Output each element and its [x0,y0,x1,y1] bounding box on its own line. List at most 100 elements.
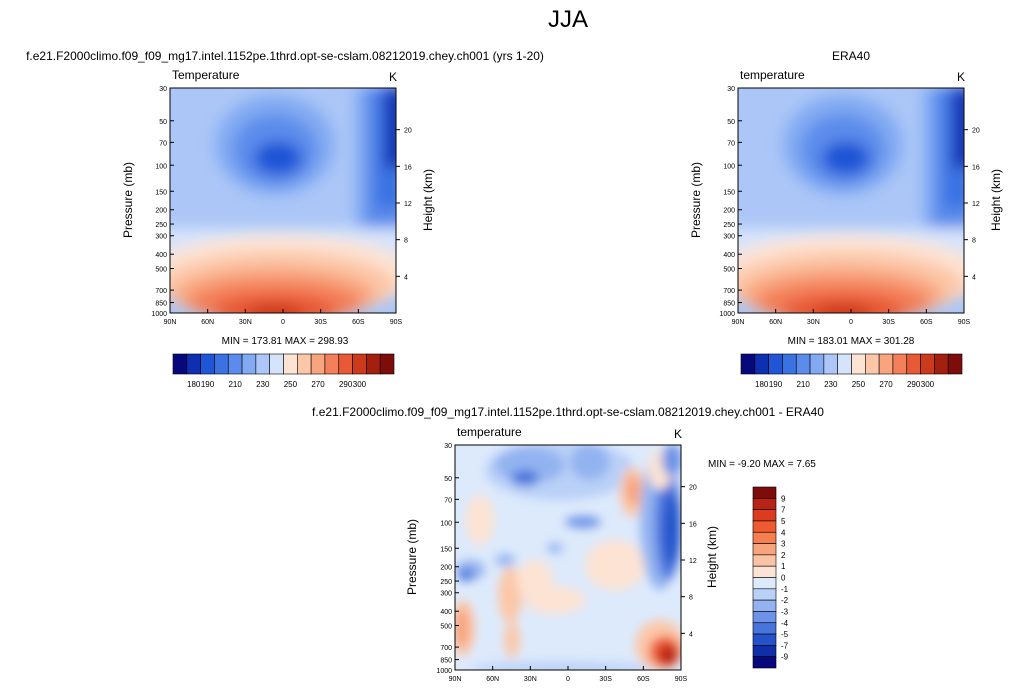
colorbar-swatch [283,353,298,375]
colorbar-label: 230 [256,380,270,389]
colorbar-label: 0 [781,574,786,583]
latitude-tick-label: 90S [675,676,688,683]
stats-text: MIN = 183.01 MAX = 301.28 [788,336,915,347]
colorbar-swatch [752,531,777,544]
colorbar-label: -7 [781,641,789,650]
latitude-tick-label: 90N [164,319,177,326]
panel-model: f.e21.F2000climo.f09_f09_mg17.intel.1152… [26,49,544,347]
colorbar-swatch [366,353,381,375]
colorbar-swatch [324,353,340,375]
latitude-tick-label: 30N [524,676,537,683]
pressure-tick-label: 300 [155,234,167,241]
pressure-tick-label: 300 [440,591,452,598]
colorbar-swatch [752,622,777,635]
panel-units: K [957,70,965,84]
y-axis-title: Pressure (mb) [405,519,419,595]
latitude-tick-label: 60S [920,319,933,326]
latitude-tick-label: 90N [732,319,745,326]
pressure-tick-label: 250 [723,222,735,229]
colorbar-label: -1 [781,585,789,594]
colorbar-swatch [809,353,825,375]
panel-left-label: temperature [740,68,805,82]
colorbar-label: -3 [781,607,789,616]
colorbar-swatch [752,599,777,612]
pressure-tick-label: 700 [440,645,452,652]
colorbar-label: 250 [284,380,298,389]
pressure-tick-label: 150 [155,189,167,196]
page-title: JJA [548,6,588,33]
latitude-tick-label: 60N [769,319,782,326]
pressure-tick-label: 200 [155,208,167,215]
colorbar-swatch [752,486,777,499]
colorbar-swatch [752,577,777,590]
colorbar-swatch [200,353,215,375]
height-tick-label: 16 [689,521,697,528]
colorbar-swatch [837,353,852,375]
y2-axis-title: Height (km) [705,526,719,588]
colorbar-label: 210 [796,380,810,389]
panel-left-label: Temperature [172,68,240,82]
height-tick-label: 12 [972,201,980,208]
latitude-tick-label: 30S [314,319,327,326]
colorbar-swatch [878,353,894,375]
colorbar-label: 290 [339,380,353,389]
colorbar-label: 9 [781,494,786,503]
colorbar-swatch [338,353,353,375]
colorbar-swatch [752,588,777,601]
pressure-tick-label: 700 [723,288,735,295]
pressure-tick-label: 700 [155,288,167,295]
colorbar-swatch [754,353,769,375]
colorbar-swatch [752,611,777,624]
pressure-tick-label: 250 [155,222,167,229]
colorbar-label: 5 [781,517,786,526]
colorbar-label: 2 [781,551,786,560]
latitude-tick-label: 60S [352,319,365,326]
colorbar-label: 180 [187,380,201,389]
height-tick-label: 4 [404,274,408,281]
latitude-tick-label: 0 [849,319,853,326]
pressure-tick-label: 200 [723,208,735,215]
latitude-tick-label: 90S [390,319,403,326]
colorbar-swatch [782,353,797,375]
colorbar-swatch [768,353,783,375]
colorbar-swatch [752,509,777,522]
colorbar-swatch [379,353,395,375]
panel-title: ERA40 [832,49,870,63]
pressure-tick-label: 1000 [719,311,735,318]
height-tick-label: 4 [689,631,693,638]
y-axis-title: Pressure (mb) [121,162,135,238]
colorbar-label: 270 [311,380,325,389]
colorbar-swatch [752,520,777,533]
height-tick-label: 4 [972,274,976,281]
colorbar-swatch [752,645,777,657]
latitude-tick-label: 30S [882,319,895,326]
pressure-tick-label: 70 [444,497,452,504]
pressure-tick-label: 1000 [151,311,167,318]
pressure-tick-label: 200 [440,565,452,572]
colorbar-swatch [227,353,243,375]
height-tick-label: 20 [689,485,697,492]
colorbar-swatch [297,353,312,375]
stats-text: MIN = -9.20 MAX = 7.65 [708,459,816,470]
height-tick-label: 12 [689,558,697,565]
pressure-tick-label: 50 [159,119,167,126]
pressure-tick-label: 100 [723,163,735,170]
latitude-tick-label: 90S [958,319,971,326]
colorbar-label: 270 [879,380,893,389]
pressure-tick-label: 70 [727,140,735,147]
colorbar-swatch [920,353,935,375]
colorbar-label: -4 [781,619,789,628]
pressure-tick-label: 400 [723,252,735,259]
colorbar-label: 250 [852,380,866,389]
colorbar-label: 190 [201,380,215,389]
pressure-tick-label: 850 [155,301,167,308]
latitude-tick-label: 0 [566,676,570,683]
pressure-tick-label: 70 [159,140,167,147]
latitude-tick-label: 90N [449,676,462,683]
colorbar-label: 180 [755,380,769,389]
colorbar-swatch [851,353,866,375]
pressure-tick-label: 850 [723,301,735,308]
pressure-tick-label: 500 [723,267,735,274]
latitude-tick-label: 30S [599,676,612,683]
panel-title: f.e21.F2000climo.f09_f09_mg17.intel.1152… [26,49,544,63]
